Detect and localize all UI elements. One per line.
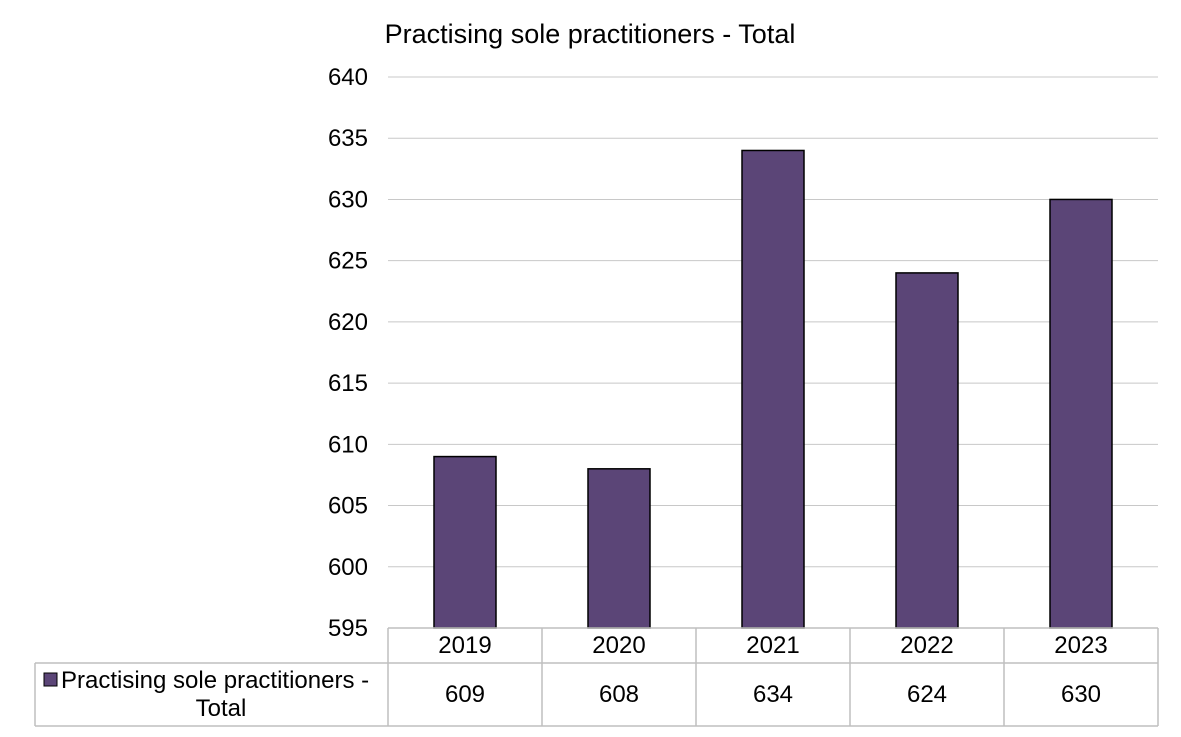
category-label: 2022 (900, 632, 953, 659)
data-table-value: 634 (753, 681, 793, 708)
data-table: 2019 609 2020 608 2021 634 2022 624 2023 630 Pract… (34, 627, 1159, 727)
bar (587, 468, 651, 629)
bars (433, 149, 1113, 629)
y-tick-label: 595 (328, 615, 368, 642)
data-table-value: 630 (1061, 681, 1101, 708)
y-axis: 595 600 605 610 615 620 625 630 635 640 (328, 64, 368, 642)
y-tick-label: 615 (328, 370, 368, 397)
category-label: 2023 (1054, 632, 1107, 659)
y-tick-label: 620 (328, 309, 368, 336)
legend-key (43, 672, 58, 687)
bar (895, 272, 959, 629)
category-label: 2019 (438, 632, 491, 659)
bar (433, 455, 497, 629)
data-table-value: 624 (907, 681, 947, 708)
legend-label: Practising sole practitioners - (61, 667, 369, 694)
y-tick-label: 625 (328, 248, 368, 275)
data-table-value: 608 (599, 681, 639, 708)
bar (1049, 198, 1113, 629)
data-table-value: 609 (445, 681, 485, 708)
y-tick-label: 600 (328, 554, 368, 581)
y-tick-label: 630 (328, 186, 368, 213)
chart-title: Practising sole practitioners - Total (385, 19, 796, 49)
y-tick-label: 635 (328, 125, 368, 152)
y-tick-label: 640 (328, 64, 368, 91)
category-label: 2021 (746, 632, 799, 659)
category-label: 2020 (592, 632, 645, 659)
y-tick-label: 605 (328, 493, 368, 520)
bar (741, 149, 805, 629)
y-tick-label: 610 (328, 431, 368, 458)
legend-label-line2: Total (196, 695, 247, 722)
